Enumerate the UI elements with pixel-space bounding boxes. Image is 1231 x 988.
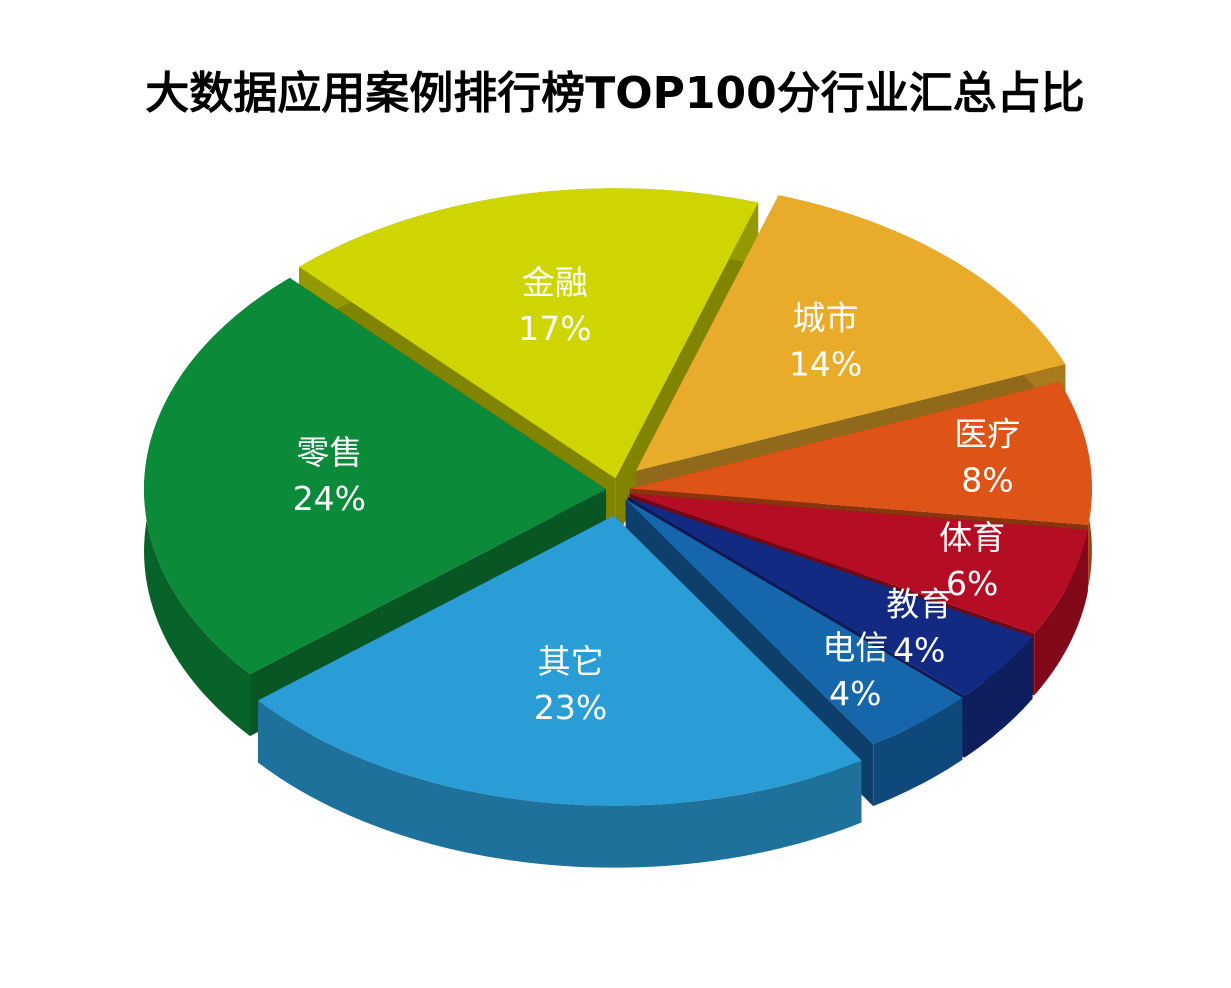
slice-label: 电信 xyxy=(822,628,888,667)
slice-side xyxy=(964,636,1033,758)
slice xyxy=(629,493,1088,634)
value-label: 17% xyxy=(518,309,591,348)
value-label: 14% xyxy=(789,345,862,384)
value-label: 8% xyxy=(961,461,1013,500)
value-label: 4% xyxy=(829,674,881,713)
value-label: 24% xyxy=(293,479,366,518)
slice xyxy=(299,188,759,479)
value-label: 6% xyxy=(946,564,998,603)
slice xyxy=(635,195,1066,472)
slice xyxy=(257,515,862,868)
value-label: 23% xyxy=(534,688,607,727)
slice-label: 教育 xyxy=(886,585,952,624)
slice-label: 零售 xyxy=(296,433,362,472)
slice-label: 医疗 xyxy=(954,415,1020,454)
slice xyxy=(629,381,1092,525)
slice-side xyxy=(873,697,963,807)
value-label: 4% xyxy=(893,631,945,670)
pie xyxy=(144,188,1092,868)
slice-label: 金融 xyxy=(522,263,588,302)
chart-title: 大数据应用案例排行榜TOP100分行业汇总占比 xyxy=(145,68,1085,119)
slice xyxy=(625,499,963,745)
slice-side xyxy=(257,700,862,868)
slice-side xyxy=(1034,530,1088,696)
slice xyxy=(144,277,607,675)
slice-label: 其它 xyxy=(538,642,604,681)
slice-label: 城市 xyxy=(793,299,859,338)
slice xyxy=(257,515,862,806)
slice xyxy=(627,497,1033,696)
slice-label: 体育 xyxy=(939,518,1005,557)
